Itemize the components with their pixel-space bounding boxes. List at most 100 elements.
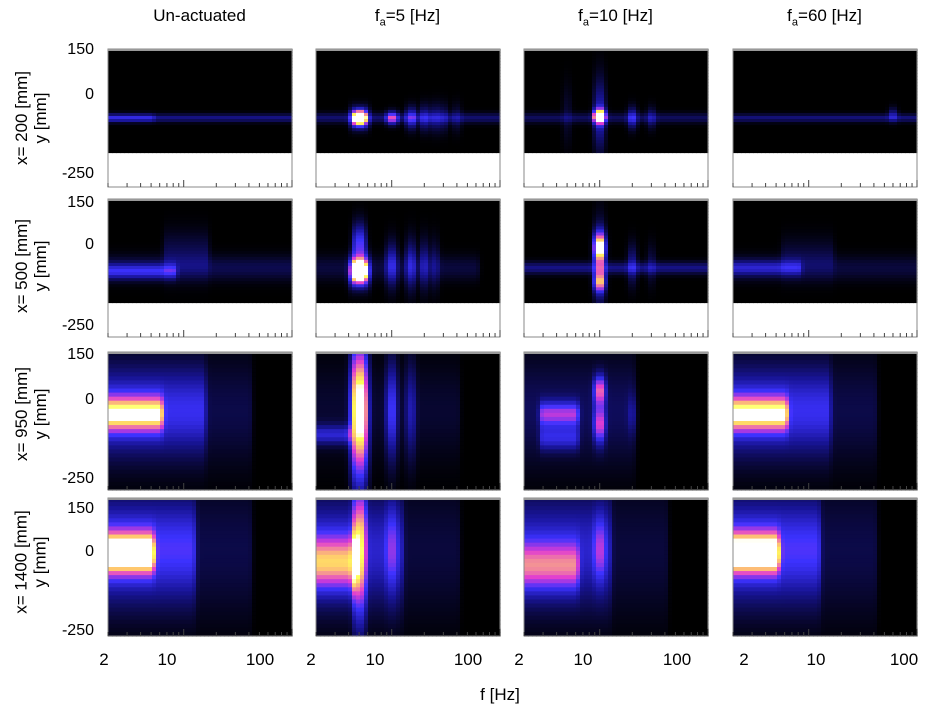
heatmap-cell (320, 149, 325, 153)
heatmap-cell (480, 149, 485, 153)
heatmap-cell (576, 149, 581, 153)
heatmap-cell (196, 149, 201, 153)
heatmap-cell (664, 149, 669, 153)
heatmap-cell (220, 149, 225, 153)
heatmap-cell (388, 149, 393, 153)
heatmap-cell (392, 149, 397, 153)
heatmap-cell (676, 149, 681, 153)
heatmap-cell (280, 149, 285, 153)
heatmap-cell (456, 149, 461, 153)
heatmap-cell (612, 149, 617, 153)
heatmap-cell (524, 149, 529, 153)
heatmap-cell (440, 149, 445, 153)
heatmap-cell (396, 149, 401, 153)
heatmap-cell (648, 149, 653, 153)
heatmap-cell (156, 149, 161, 153)
heatmap-cell (204, 149, 209, 153)
heatmap-cell (224, 149, 229, 153)
heatmap-cell (328, 149, 333, 153)
heatmap-cell (540, 149, 545, 153)
heatmap-cell (452, 149, 457, 153)
heatmap-cell (560, 149, 565, 153)
heatmap-cell (148, 149, 153, 153)
heatmap-cell (592, 149, 597, 153)
heatmap-cell (424, 149, 429, 153)
heatmap-cell (464, 149, 469, 153)
heatmap-cell (572, 149, 577, 153)
heatmap-cell (116, 149, 121, 153)
heatmap-cell (216, 149, 221, 153)
heatmap-cell (733, 149, 738, 153)
heatmap-cell (260, 149, 265, 153)
heatmap-cell (608, 149, 613, 153)
heatmap-cell (700, 149, 705, 153)
heatmap-cell (745, 149, 750, 153)
heatmap-cell (620, 149, 625, 153)
heatmap-cell (548, 149, 553, 153)
heatmap-cell (172, 149, 177, 153)
heatmap-cell (580, 149, 585, 153)
heatmap-cell (660, 149, 665, 153)
heatmap-cell (488, 149, 493, 153)
heatmap-cell (644, 149, 649, 153)
heatmap-cell (212, 149, 217, 153)
heatmap-cell (696, 149, 701, 153)
heatmap-panel-r0-c3 (733, 49, 918, 187)
heatmap-cell (588, 149, 593, 153)
heatmap-cell (492, 149, 497, 153)
heatmap-cell (528, 149, 533, 153)
heatmap-cell (420, 149, 425, 153)
heatmap-cell (344, 149, 349, 153)
heatmap-cell (228, 149, 233, 153)
heatmap-cell (112, 149, 117, 153)
heatmap-cell (284, 149, 289, 153)
heatmap-cell (256, 149, 261, 153)
heatmap-panel-r0-c2 (524, 49, 709, 187)
heatmap-cell (160, 149, 165, 153)
heatmap-cell (248, 149, 253, 153)
heatmap-cell (244, 149, 249, 153)
heatmap-cell (360, 149, 365, 153)
heatmap-cell (741, 149, 746, 153)
heatmap-cell (376, 149, 381, 153)
heatmap-cell (188, 149, 193, 153)
heatmap-cell (264, 149, 269, 153)
heatmap-cell (184, 149, 189, 153)
heatmap-cell (236, 149, 241, 153)
heatmap-cell (412, 149, 417, 153)
heatmap-cell (352, 149, 357, 153)
heatmap-cell (564, 149, 569, 153)
heatmap-cell (168, 149, 173, 153)
heatmap-cell (128, 149, 133, 153)
heatmap-cell (556, 149, 561, 153)
heatmap-cell (272, 149, 277, 153)
heatmap-cell (136, 149, 141, 153)
heatmap-cell (624, 149, 629, 153)
heatmap-cell (120, 149, 125, 153)
heatmap-cell (688, 149, 693, 153)
heatmap-cell (737, 149, 742, 153)
heatmap-cell (604, 149, 609, 153)
heatmap-cell (348, 149, 353, 153)
heatmap-cell (568, 149, 573, 153)
heatmap-cell (436, 149, 441, 153)
heatmap-cell (532, 149, 537, 153)
heatmap-panel-r0-c1 (316, 49, 501, 187)
heatmap-cell (404, 149, 409, 153)
heatmap-cell (240, 149, 245, 153)
heatmap-cell (336, 149, 341, 153)
heatmap-cell (232, 149, 237, 153)
heatmap-cell (616, 149, 621, 153)
heatmap-cell (180, 149, 185, 153)
heatmap-cell (444, 149, 449, 153)
heatmap-cell (536, 149, 541, 153)
heatmap-cell (484, 149, 489, 153)
heatmap-cell (428, 149, 433, 153)
heatmap-cell (384, 149, 389, 153)
heatmap-cell (640, 149, 645, 153)
heatmap-cell (472, 149, 477, 153)
heatmap-cell (552, 149, 557, 153)
heatmap-cell (316, 149, 321, 153)
heatmap-cell (268, 149, 273, 153)
